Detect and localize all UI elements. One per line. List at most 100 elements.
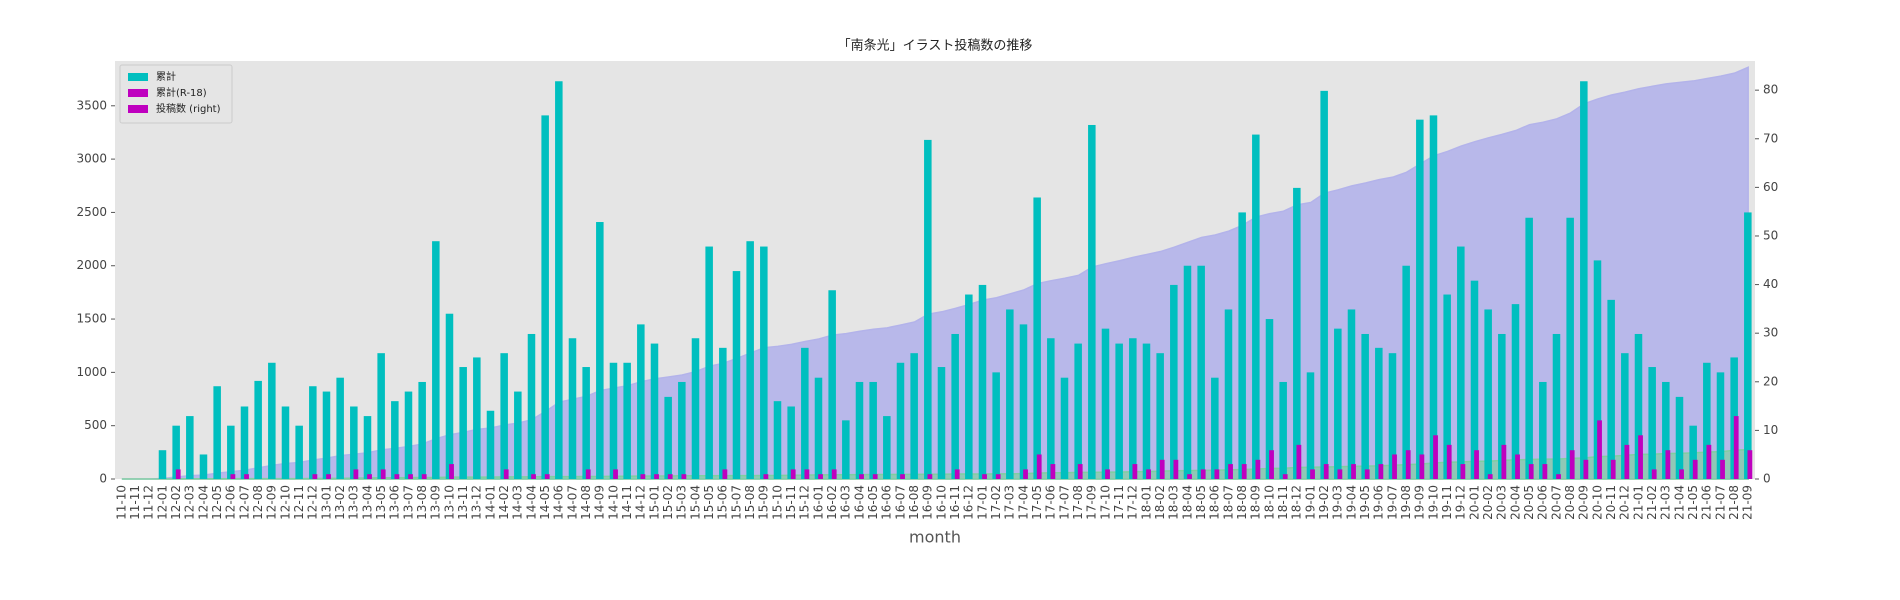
bar [613,469,618,479]
bar [1692,459,1698,479]
bar [722,469,728,479]
x-tick-label: 16-07 [893,485,907,520]
bar [1744,212,1752,479]
bar [1716,372,1725,479]
bar [705,246,713,479]
legend-label: 累計(R-18) [156,86,207,99]
x-tick-label: 17-04 [1016,485,1030,520]
bar [1265,319,1274,479]
bar [1597,420,1602,479]
x-tick-label: 14-07 [565,485,579,520]
bar [1364,469,1370,479]
bar [1648,367,1656,479]
bar [1665,450,1671,479]
bar [503,469,509,479]
y-tick-label: 2500 [76,205,107,219]
bar [1241,464,1247,479]
bar [380,469,386,479]
x-tick-label: 16-08 [907,485,921,520]
x-tick-label: 18-08 [1235,485,1249,520]
x-tick-label: 15-04 [688,485,702,520]
bar [1200,469,1206,479]
x-tick-label: 17-07 [1057,485,1071,520]
bar [377,353,385,479]
bar [1088,124,1096,480]
x-tick-label: 18-04 [1180,485,1194,520]
bar [1388,353,1397,479]
bar [1214,469,1220,479]
bar [814,377,823,479]
bar [281,406,290,479]
x-tick-label: 21-07 [1713,485,1727,520]
bar [1443,294,1451,479]
x-tick-label: 14-04 [524,485,538,520]
bar [951,333,959,479]
bar [1211,377,1219,479]
bar [1129,338,1137,479]
bar [1392,454,1397,479]
x-tick-label: 13-06 [388,485,402,520]
bar [1474,450,1479,479]
bar [859,474,864,479]
bar [1703,362,1711,479]
bar [404,391,413,479]
x-tick-label: 12-10 [278,485,292,520]
x-tick-label: 20-11 [1604,485,1618,520]
x-tick-label: 12-02 [169,485,183,520]
x-tick-label: 17-06 [1044,485,1058,520]
x-tick-label: 19-06 [1372,485,1386,520]
x-tick-label: 16-01 [811,485,825,520]
y2-tick-label: 70 [1763,131,1778,145]
bar [678,381,686,479]
bar [199,454,208,479]
bar [421,474,427,479]
bar [367,474,372,479]
x-tick-label: 17-02 [989,485,1003,520]
bar [982,474,987,479]
x-tick-label: 19-10 [1426,485,1440,520]
y-tick-label: 3500 [76,98,107,112]
x-tick-label: 11-11 [128,485,142,520]
bar [432,241,440,479]
x-tick-label: 15-10 [770,485,784,520]
bar [1528,464,1534,479]
bar [872,474,878,479]
x-tick-label: 19-05 [1358,485,1372,520]
bar [1115,343,1123,479]
x-tick-label: 16-10 [934,485,948,520]
bar [1252,134,1260,479]
bar [1282,474,1288,479]
x-tick-label: 20-12 [1618,485,1632,520]
bar [527,333,536,479]
x-tick-label: 19-04 [1344,485,1358,520]
x-tick-label: 15-08 [743,485,757,520]
bar [1347,309,1356,479]
bar [1142,343,1151,479]
bar [1378,464,1384,479]
x-tick-label: 14-03 [511,485,525,520]
bar [1105,469,1110,479]
bar [1634,333,1643,479]
bar [1156,353,1164,479]
y2-tick-label: 0 [1763,472,1771,486]
bar [418,381,426,479]
x-tick-label: 12-11 [292,485,306,520]
x-tick-label: 18-02 [1153,485,1167,520]
bar [924,139,932,480]
x-tick-label: 13-01 [319,485,333,520]
bar [1238,212,1246,479]
bar [1197,265,1205,479]
chart-title: 「南条光」イラスト投稿数の推移 [838,38,1033,54]
bar [681,474,687,479]
bar [186,416,194,479]
bar [459,367,467,479]
bar [900,474,905,479]
bar [1269,450,1274,479]
x-tick-label: 16-04 [852,485,866,520]
bar [1255,459,1261,479]
bar [175,469,181,479]
x-tick-label: 21-06 [1700,485,1714,520]
x-tick-label: 13-05 [374,485,388,520]
bar [244,474,249,479]
